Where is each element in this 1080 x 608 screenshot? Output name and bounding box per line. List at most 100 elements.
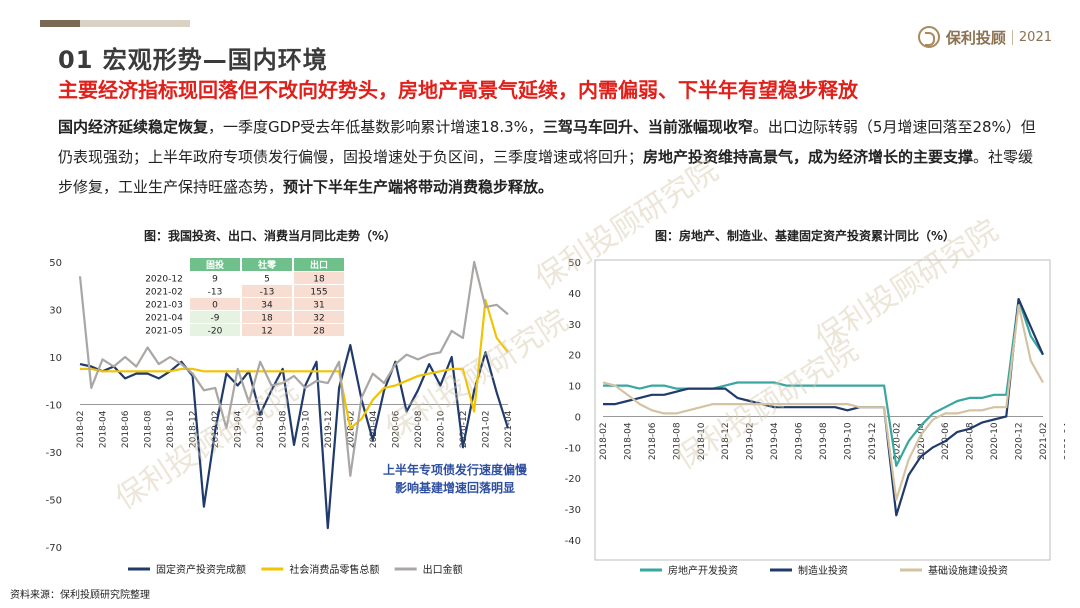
x-tick-label: 2019-10 bbox=[843, 422, 853, 460]
x-tick-label: 2020-02 bbox=[892, 422, 902, 460]
series-line-2 bbox=[602, 304, 1044, 501]
legend-label: 固定资产投资完成额 bbox=[156, 563, 246, 576]
chart-investment-export-consumption: 图：我国投资、出口、消费当月同比走势（%） 503010-10-30-50-70… bbox=[46, 228, 528, 576]
x-tick-label: 2018-08 bbox=[672, 422, 682, 460]
table-cell-bg bbox=[190, 324, 240, 336]
x-tick-label: 2018-10 bbox=[697, 422, 707, 460]
x-tick-label: 2020-12 bbox=[1015, 422, 1025, 460]
chart2-title: 图：房地产、制造业、基建固定资产投资累计同比（%） bbox=[655, 228, 955, 243]
x-tick-label: 2021-04 bbox=[1063, 422, 1065, 460]
y-tick-label: -50 bbox=[46, 496, 62, 507]
page-subtitle: 主要经济指标现回落但不改向好势头，房地产高景气延续，内需偏弱、下半年有望稳步释放 bbox=[58, 78, 858, 102]
x-tick-label: 2021-04 bbox=[504, 410, 514, 448]
y-tick-label: -10 bbox=[46, 401, 62, 412]
top-accent-bar bbox=[40, 20, 80, 27]
brand-year: 2021 bbox=[1011, 29, 1052, 45]
table-header-cell bbox=[190, 258, 240, 271]
y-tick-label: 50 bbox=[49, 258, 62, 269]
table-cell-bg bbox=[294, 285, 344, 297]
x-tick-label: 2018-02 bbox=[599, 422, 609, 460]
table-cell: 34 bbox=[261, 301, 273, 311]
y-tick-label: -20 bbox=[565, 474, 581, 485]
x-tick-label: 2019-12 bbox=[868, 422, 878, 460]
series-line-0 bbox=[603, 297, 1044, 467]
x-tick-label: 2020-04 bbox=[917, 422, 927, 460]
table-header-label: 社零 bbox=[257, 259, 277, 271]
x-tick-label: 2018-04 bbox=[99, 410, 109, 448]
y-tick-label: 20 bbox=[568, 351, 581, 362]
table-header-label: 固投 bbox=[206, 259, 224, 271]
x-tick-label: 2018-08 bbox=[144, 410, 154, 448]
x-tick-label: 2020-04 bbox=[369, 410, 379, 448]
legend-label: 基础设施建设投资 bbox=[928, 564, 1008, 577]
chart-fixed-asset-investment-ytd: 图：房地产、制造业、基建固定资产投资累计同比（%） 50 40 30 20 10 0 -10… bbox=[565, 228, 1065, 577]
table-cell-bg bbox=[242, 311, 292, 323]
table-cell: 0 bbox=[212, 301, 218, 311]
y-tick-label: 30 bbox=[568, 320, 581, 331]
table-cell-bg bbox=[294, 298, 344, 310]
table-cell-bg bbox=[242, 298, 292, 310]
table-cell: -13 bbox=[208, 288, 223, 298]
series-line-0 bbox=[79, 343, 510, 530]
x-tick-label: 2018-06 bbox=[648, 422, 658, 460]
y-tick-label: -10 bbox=[565, 443, 581, 454]
x-tick-label: 2020-02 bbox=[346, 411, 356, 449]
summary-text-3: 。社零缓步修复，工业生产保持旺盛态势， bbox=[58, 148, 1034, 196]
x-tick-label: 2019-06 bbox=[795, 422, 805, 460]
table-cell: 31 bbox=[313, 301, 324, 311]
x-tick-label: 2020-08 bbox=[966, 422, 976, 460]
table-cell-bg bbox=[242, 285, 292, 297]
table-cell: 9 bbox=[212, 275, 218, 285]
x-tick-label: 2019-12 bbox=[324, 411, 334, 449]
table-cell: 2021-03 bbox=[145, 301, 183, 311]
table-cell-bg bbox=[190, 298, 240, 310]
summary-bold-1: 国内经济延续稳定恢复 bbox=[58, 118, 209, 136]
brand-name: 保利投顾 bbox=[945, 28, 1006, 47]
y-tick-label: -40 bbox=[565, 536, 581, 547]
table-cell: 155 bbox=[310, 288, 327, 298]
x-tick-label: 2019-06 bbox=[256, 410, 266, 448]
table-cell: 28 bbox=[313, 327, 325, 337]
x-tick-label: 2019-08 bbox=[819, 422, 829, 460]
x-tick-label: 2019-04 bbox=[234, 410, 244, 448]
y-tick-label: -30 bbox=[565, 505, 581, 516]
x-tick-label: 2018-10 bbox=[166, 410, 176, 448]
y-tick-label: -30 bbox=[46, 448, 62, 459]
x-tick-label: 2021-02 bbox=[1039, 422, 1049, 460]
table-cell-bg bbox=[190, 311, 240, 323]
y-tick-label: 40 bbox=[568, 289, 581, 300]
x-tick-label: 2020-12 bbox=[459, 411, 469, 449]
table-cell: 18 bbox=[313, 275, 325, 285]
series-line-1 bbox=[603, 297, 1045, 517]
table-cell: 12 bbox=[261, 327, 272, 337]
legend-label: 制造业投资 bbox=[798, 564, 848, 577]
summary-text-2: 。出口边际转弱（5月增速回落至28%）但仍表现强劲；上半年政府专项债发行偏慢，固… bbox=[58, 118, 1036, 166]
table-header-cell bbox=[294, 258, 344, 271]
y-tick-label: 30 bbox=[49, 306, 62, 317]
table-cell: 2021-02 bbox=[145, 288, 183, 298]
summary-text-1: ，一季度GDP受去年低基数影响累计增速18.3%， bbox=[208, 118, 543, 136]
chart1-annotation-line1: 上半年专项债发行速度偏慢 bbox=[383, 462, 528, 477]
y-tick-label: 0 bbox=[575, 412, 581, 423]
table-cell: -20 bbox=[208, 327, 223, 337]
x-tick-label: 2020-06 bbox=[391, 410, 401, 448]
table-cell-bg bbox=[294, 324, 344, 336]
table-header-cell bbox=[242, 258, 292, 271]
x-tick-label: 2020-08 bbox=[414, 410, 424, 448]
table-cell-bg bbox=[242, 324, 292, 336]
chart1-annotation-line2: 影响基建增速回落明显 bbox=[395, 480, 515, 495]
table-cell: -13 bbox=[260, 288, 275, 298]
x-tick-label: 2018-12 bbox=[721, 422, 731, 460]
x-tick-label: 2018-06 bbox=[121, 410, 131, 448]
top-accent-bar-light bbox=[80, 20, 190, 27]
series-line-1 bbox=[80, 298, 509, 430]
table-cell-bg bbox=[294, 272, 344, 284]
legend-label: 社会消费品零售总额 bbox=[289, 563, 379, 576]
x-tick-label: 2019-10 bbox=[301, 410, 311, 448]
legend-label: 出口金额 bbox=[423, 563, 463, 576]
summary-paragraph: 国内经济延续稳定恢复，一季度GDP受去年低基数影响累计增速18.3%，三驾马车回… bbox=[58, 112, 1043, 202]
x-tick-label: 2020-10 bbox=[990, 422, 1000, 460]
x-tick-label: 2019-04 bbox=[770, 422, 780, 460]
x-tick-label: 2020-10 bbox=[436, 410, 446, 448]
y-tick-label: 10 bbox=[568, 382, 581, 393]
